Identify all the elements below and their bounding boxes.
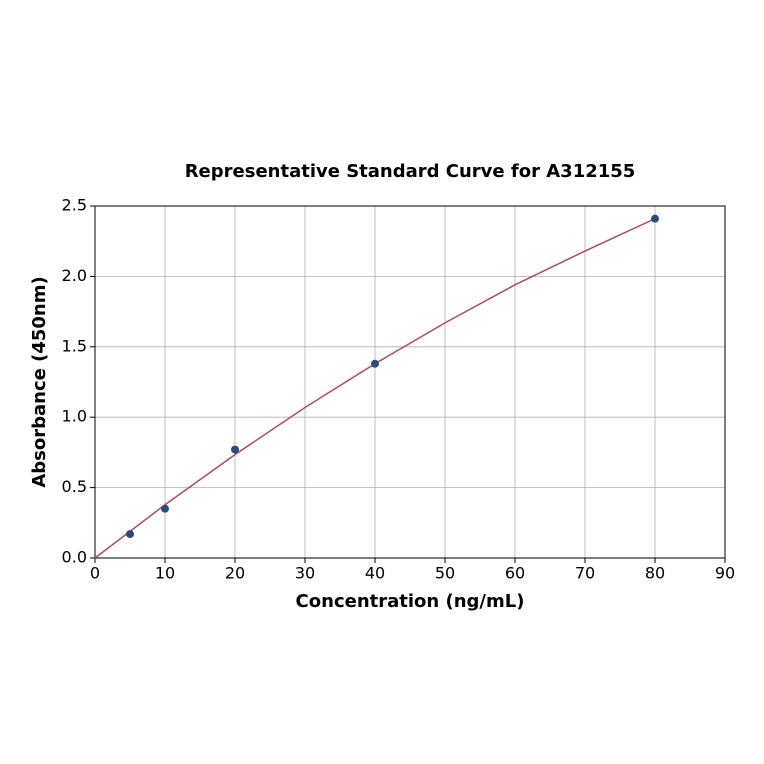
y-tick-label: 2.0 (62, 266, 87, 285)
y-tick-label: 2.5 (62, 196, 87, 215)
data-point (161, 504, 169, 513)
data-point (231, 445, 239, 454)
x-tick-label: 70 (575, 564, 595, 583)
x-axis-label: Concentration (ng/mL) (296, 591, 525, 612)
x-tick-label: 0 (90, 564, 100, 583)
x-tick-label: 50 (435, 564, 455, 583)
y-tick-label: 0.5 (62, 477, 87, 496)
plot-frame (94, 205, 726, 559)
y-tick-label: 0.0 (62, 548, 87, 567)
chart-title: Representative Standard Curve for A31215… (185, 161, 636, 182)
y-tick-label: 1.5 (62, 336, 87, 355)
x-tick-label: 40 (365, 564, 385, 583)
x-tick-label: 80 (645, 564, 665, 583)
y-tick-label: 1.0 (62, 407, 87, 426)
data-point (126, 530, 134, 539)
data-point (651, 214, 659, 223)
data-point (371, 359, 379, 368)
x-tick-label: 10 (155, 564, 175, 583)
x-tick-label: 20 (225, 564, 245, 583)
x-tick-label: 90 (715, 564, 735, 583)
x-tick-label: 60 (505, 564, 525, 583)
x-tick-label: 30 (295, 564, 315, 583)
y-axis-label: Absorbance (450nm) (29, 276, 50, 487)
